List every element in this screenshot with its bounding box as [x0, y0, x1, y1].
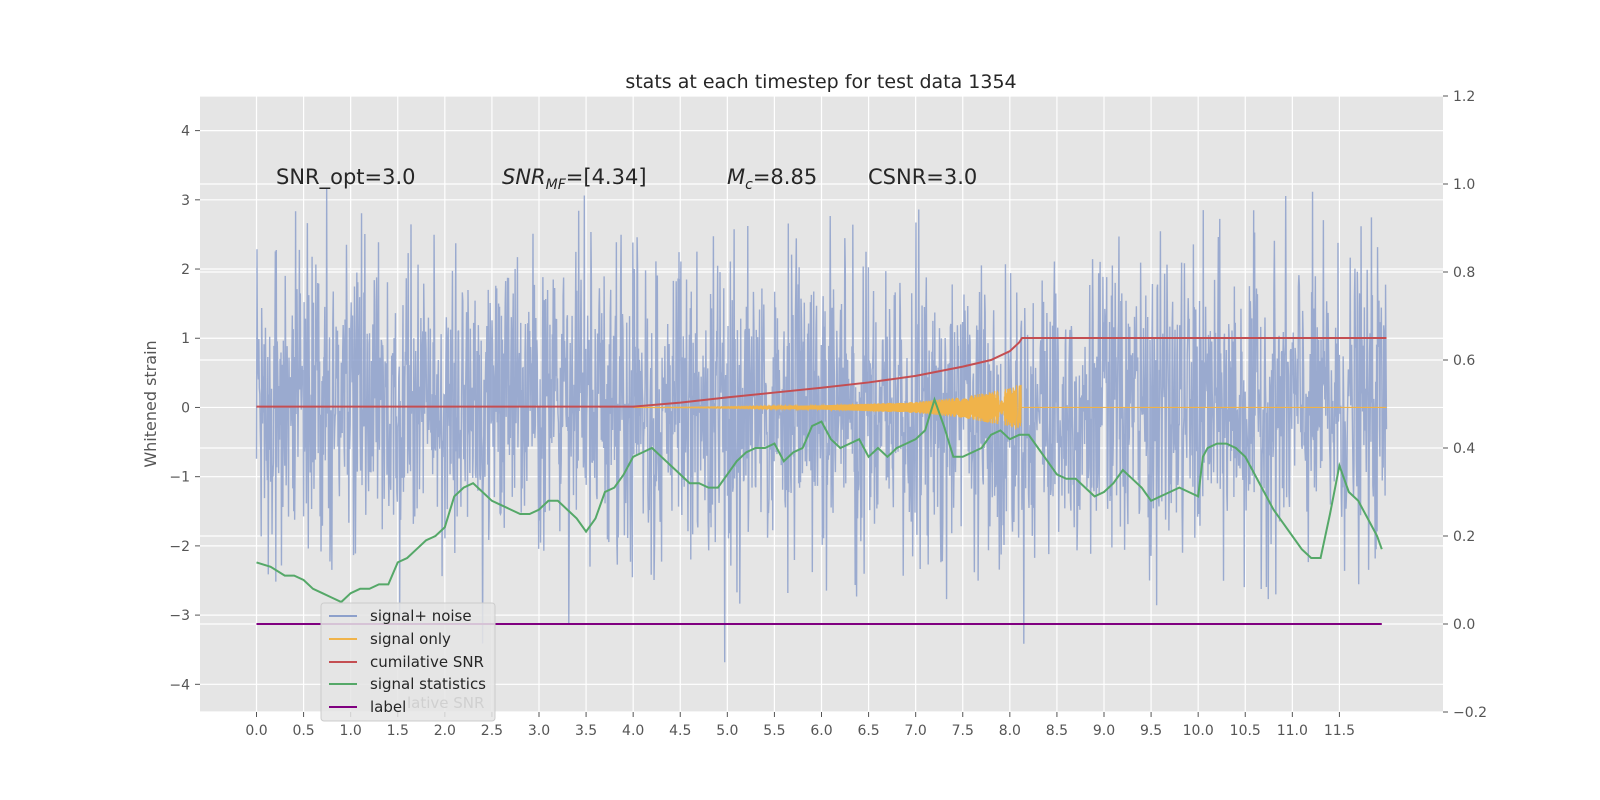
y-left-tick-label-3: 1 [181, 331, 190, 347]
y-left-tick-label-0: 4 [181, 124, 190, 140]
x-tick-label-8: 4.0 [622, 723, 644, 739]
y-right-tick-label-1: 1.0 [1453, 177, 1475, 193]
signal-plus-noise-series [255, 188, 1388, 663]
x-tick-label-4: 2.0 [434, 723, 456, 739]
y-axis-label: Whitened strain [141, 340, 160, 467]
signal-statistics-line [256, 396, 1383, 604]
x-tick-label-7: 3.5 [575, 723, 597, 739]
y-left-tick-label-6: −2 [169, 539, 190, 555]
y-right-tick-label-0: 1.2 [1453, 89, 1475, 105]
y-right-tick-label-2: 0.8 [1453, 265, 1475, 281]
signal-plus-noise-line [255, 188, 1388, 663]
x-tick-label-19: 9.5 [1140, 723, 1162, 739]
gridlines [200, 95, 1443, 713]
y-left-tick-label-7: −3 [169, 608, 190, 624]
annotation-mc-main: M [727, 165, 745, 189]
x-tick-label-1: 0.5 [292, 723, 314, 739]
legend-box [320, 602, 496, 722]
x-tick-label-13: 6.5 [857, 723, 879, 739]
legend-label-label: label [370, 698, 406, 716]
x-tick-label-20: 10.0 [1183, 723, 1214, 739]
cumilative-snr-line [256, 337, 1387, 408]
y-left-tick-label-4: 0 [181, 400, 190, 416]
x-tick-label-17: 8.5 [1046, 723, 1068, 739]
annotation-mc-value: =8.85 [753, 165, 817, 189]
y-right-tick-label-4: 0.4 [1453, 441, 1475, 457]
annotation-snr-mf: SNRMF=[4.34] [502, 165, 647, 193]
y-axis-left-ticks: 4 3 2 1 0 −1 −2 −3 −4 [169, 124, 200, 693]
y-right-tick-label-6: 0.0 [1453, 617, 1475, 633]
signal-only-series [633, 384, 1387, 430]
x-tick-label-22: 11.0 [1277, 723, 1308, 739]
x-tick-label-14: 7.0 [905, 723, 927, 739]
annotation-snr-mf-sub: MF [546, 177, 567, 193]
x-tick-label-11: 5.5 [763, 723, 785, 739]
y-right-tick-label-3: 0.6 [1453, 353, 1475, 369]
annotation-csnr: CSNR=3.0 [868, 165, 977, 189]
x-tick-label-10: 5.0 [716, 723, 738, 739]
legend-label-signal-statistics: signal statistics [370, 675, 486, 693]
x-tick-label-21: 10.5 [1230, 723, 1261, 739]
x-tick-label-0: 0.0 [245, 723, 267, 739]
x-tick-label-9: 4.5 [669, 723, 691, 739]
x-tick-label-3: 1.5 [387, 723, 409, 739]
annotation-mc: Mc=8.85 [727, 165, 817, 193]
x-axis-ticks: 0.0 0.5 1.0 1.5 2.0 2.5 3.0 3.5 4.0 4.5 5.0 5.5 6.0 6… [245, 712, 1355, 739]
x-tick-label-15: 7.5 [952, 723, 974, 739]
x-tick-label-12: 6.0 [810, 723, 832, 739]
legend-label-signal-only: signal only [370, 630, 451, 648]
legend-overlap-text: lative SNR [407, 694, 484, 712]
x-tick-label-6: 3.0 [528, 723, 550, 739]
legend: lative SNR signal+ noise signal only cum… [320, 602, 496, 722]
chart-title: stats at each timestep for test data 135… [625, 71, 1016, 93]
annotation-snr-mf-main: SNR [502, 165, 546, 189]
x-tick-label-16: 8.0 [999, 723, 1021, 739]
y-right-tick-label-7: −0.2 [1453, 705, 1487, 721]
x-tick-label-18: 9.0 [1093, 723, 1115, 739]
y-left-tick-label-8: −4 [169, 677, 190, 693]
legend-label-signal-noise: signal+ noise [370, 607, 472, 625]
annotation-snr-opt: SNR_opt=3.0 [276, 165, 416, 190]
y-axis-right-ticks: 1.2 1.0 0.8 0.6 0.4 0.2 0.0 −0.2 [1443, 89, 1487, 721]
x-tick-label-23: 11.5 [1324, 723, 1355, 739]
signal-only-line [633, 384, 1387, 430]
y-right-tick-label-5: 0.2 [1453, 529, 1475, 545]
annotation-snr-mf-value: =[4.34] [566, 165, 647, 189]
y-left-tick-label-2: 2 [181, 262, 190, 278]
annotation-mc-sub: c [745, 177, 753, 193]
x-tick-label-5: 2.5 [481, 723, 503, 739]
legend-label-cumilative-snr: cumilative SNR [370, 653, 484, 671]
y-left-tick-label-5: −1 [169, 470, 190, 486]
x-tick-label-2: 1.0 [340, 723, 362, 739]
y-left-tick-label-1: 3 [181, 193, 190, 209]
